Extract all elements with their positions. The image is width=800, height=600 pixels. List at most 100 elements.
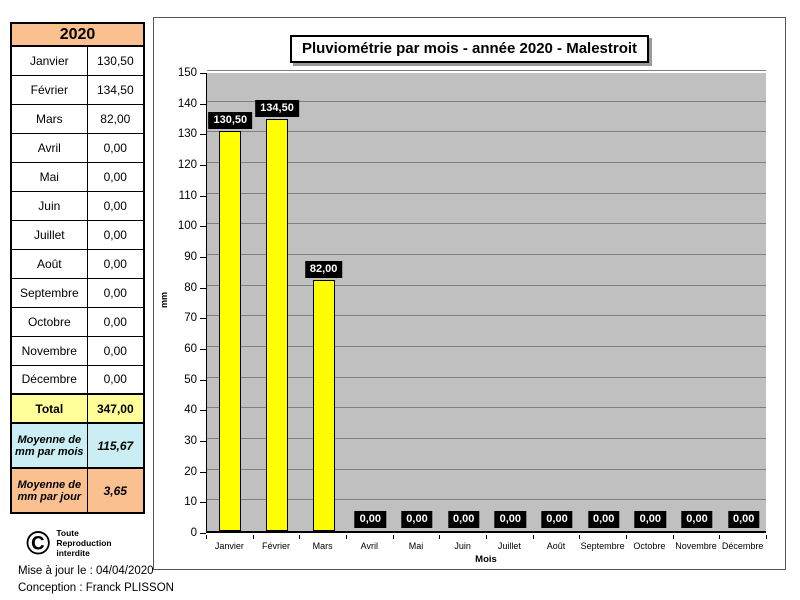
month-value-cell: 0,00	[86, 306, 145, 337]
bar-mars	[312, 279, 335, 531]
rainfall-data-table: 2020 Janvier 130,50 Février 134,50 Mars 82,00…	[10, 22, 145, 514]
total-value: 347,00	[86, 393, 145, 424]
y-axis-tick-mark	[200, 410, 206, 412]
gridline	[207, 499, 766, 501]
table-row: Février 134,50	[10, 74, 145, 105]
y-axis-tick-label: 0	[190, 527, 197, 539]
x-axis-tick-mark	[252, 535, 254, 539]
y-axis-tick-mark	[200, 103, 206, 105]
average-per-day-value: 3,65	[86, 467, 145, 514]
copyright-text-line: Toute	[56, 528, 79, 538]
y-axis-tick-label: 40	[184, 404, 197, 417]
year-header: 2020	[10, 22, 145, 47]
x-axis-tick-label: Janvier	[214, 541, 244, 551]
plot-area: 130,50 134,50 82,00 0,00 0,00 0,00 0,00 0,00 0,0…	[206, 70, 766, 533]
year-header-row: 2020	[10, 22, 145, 47]
month-label-cell: Mai	[10, 161, 88, 192]
y-axis-tick-mark	[200, 195, 206, 197]
y-axis-tick-label: 80	[184, 281, 197, 294]
x-axis-tick-label: Octobre	[633, 541, 666, 551]
month-value-cell: 0,00	[86, 132, 145, 163]
y-axis-tick-mark	[200, 287, 206, 289]
month-value-cell: 0,00	[86, 364, 145, 395]
chart-frame: Pluviométrie par mois - année 2020 - Mal…	[153, 17, 786, 570]
x-axis-tick-mark	[626, 535, 627, 539]
y-axis-tick-label: 140	[177, 97, 197, 110]
gridline	[207, 407, 766, 409]
table-row: Août 0,00	[10, 248, 145, 279]
table-row: Décembre 0,00	[10, 364, 145, 395]
gridline	[207, 223, 766, 225]
bar-value-label: 0,00	[587, 511, 620, 528]
month-label-cell: Novembre	[10, 335, 88, 366]
gridline	[207, 100, 766, 102]
month-label-cell: Août	[10, 248, 88, 279]
x-axis-tick-mark	[672, 535, 674, 539]
x-axis-tick-mark	[439, 535, 441, 539]
table-row: Septembre 0,00	[10, 277, 145, 308]
y-axis-tick-label: 150	[177, 67, 197, 79]
gridline	[207, 192, 766, 194]
month-label-cell: Juillet	[10, 219, 88, 250]
bar-value-label: 0,00	[354, 511, 387, 528]
chart-title-wrap: Pluviométrie par mois - année 2020 - Mal…	[154, 35, 785, 63]
y-axis-tick-mark	[200, 441, 206, 442]
x-axis-tick-mark	[206, 535, 207, 539]
x-axis-tick-label: Novembre	[675, 541, 717, 551]
x-axis-tick-label: Décembre	[721, 541, 764, 551]
month-value-cell: 0,00	[86, 161, 145, 192]
month-value-cell: 0,00	[86, 335, 145, 366]
copyright-notice: © Toute Reproduction interdite	[26, 526, 112, 560]
y-axis-tick-label: 130	[177, 128, 197, 141]
month-label-cell: Mars	[10, 103, 88, 134]
table-row: Juin 0,00	[10, 190, 145, 221]
month-label-cell: Avril	[10, 132, 88, 163]
month-label-cell: Février	[10, 74, 88, 105]
x-axis-tick-label: Juin	[454, 541, 471, 551]
updated-date-text: Mise à jour le : 04/04/2020	[18, 565, 154, 577]
bar-value-label: 82,00	[304, 260, 343, 278]
month-label-cell: Décembre	[10, 364, 88, 395]
y-axis-tick-mark	[200, 73, 206, 74]
bar-value-label: 0,00	[447, 511, 480, 528]
month-label-cell: Janvier	[10, 45, 88, 76]
y-axis-tick-label: 50	[184, 373, 197, 386]
table-row: Mars 82,00	[10, 103, 145, 134]
copyright-text-line: interdite	[56, 548, 90, 558]
table-row: Octobre 0,00	[10, 306, 145, 337]
month-value-cell: 134,50	[86, 74, 145, 105]
gridline	[207, 468, 766, 470]
gridline	[207, 376, 766, 378]
y-axis-tick-mark	[200, 226, 206, 228]
bar-value-label: 130,50	[208, 111, 253, 129]
average-per-day-label: Moyenne de mm par jour	[10, 467, 88, 514]
y-axis-tick-label: 10	[184, 496, 197, 509]
average-per-month-row: Moyenne de mm par mois 115,67	[10, 422, 145, 469]
y-axis-tick-label: 120	[177, 159, 197, 171]
table-row: Avril 0,00	[10, 132, 145, 163]
x-axis-tick-label: Février	[261, 541, 291, 551]
y-axis-tick-mark	[200, 533, 206, 534]
y-axis-tick-label: 100	[177, 220, 197, 233]
total-row: Total 347,00	[10, 393, 145, 424]
y-axis-tick-mark	[200, 349, 206, 350]
x-axis-tick-label: Septembre	[580, 541, 625, 551]
y-axis-tick-label: 30	[184, 435, 197, 447]
table-row: Janvier 130,50	[10, 45, 145, 76]
bar-value-label: 0,00	[634, 511, 667, 528]
y-axis-tick-mark	[200, 134, 206, 136]
x-axis-tick-mark	[299, 535, 301, 539]
x-axis-tick-label: Juillet	[497, 541, 521, 551]
y-axis-tick-mark	[200, 318, 206, 320]
bar-value-label: 0,00	[727, 511, 760, 528]
table-row: Mai 0,00	[10, 161, 145, 192]
x-axis-tick-label: Avril	[360, 541, 378, 551]
x-axis-tick-mark	[579, 535, 581, 539]
bar-janvier	[219, 130, 242, 531]
gridline	[207, 284, 766, 286]
gridline	[207, 438, 766, 439]
x-axis-tick-mark	[346, 535, 347, 539]
gridline	[207, 254, 766, 255]
month-value-cell: 0,00	[86, 190, 145, 221]
